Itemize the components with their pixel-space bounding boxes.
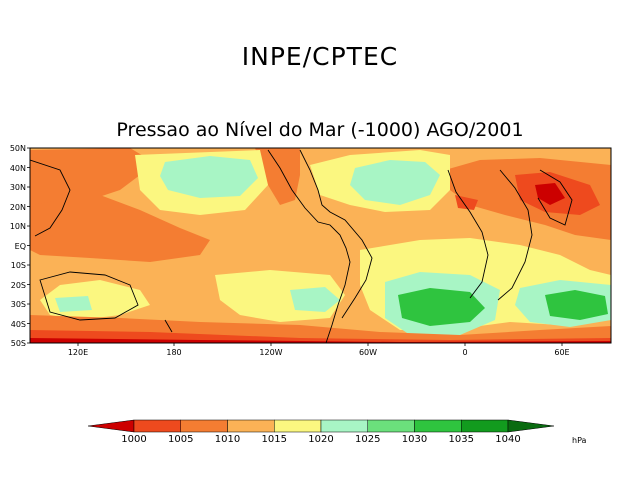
high-1020-south-pacific bbox=[290, 287, 340, 312]
lat-label-50s: 50S bbox=[11, 339, 26, 348]
coast-americas-west bbox=[267, 149, 351, 343]
colorbar-label-1000: 1000 bbox=[121, 434, 146, 445]
lat-label-40s: 40S bbox=[11, 320, 26, 329]
lon-label-60e: 60E bbox=[554, 348, 569, 357]
region-lt1000-india bbox=[535, 183, 565, 205]
lon-label-60w: 60W bbox=[359, 348, 377, 357]
coast-australia bbox=[39, 271, 139, 321]
coast-india bbox=[537, 169, 573, 226]
colorbar-label-1025: 1025 bbox=[355, 434, 380, 445]
lat-label-20n: 20N bbox=[10, 203, 26, 212]
colorbar-segment-1015-1020 bbox=[274, 419, 322, 433]
high-1020-north-pacific bbox=[160, 156, 258, 198]
lon-label-120w: 120W bbox=[259, 348, 282, 357]
colorbar-label-1005: 1005 bbox=[168, 434, 193, 445]
lat-label-50n: 50N bbox=[10, 144, 26, 153]
lon-label-120e: 120E bbox=[68, 348, 88, 357]
longitude-axis: 120E 180 120W 60W 0 60E bbox=[68, 343, 570, 357]
pressure-field bbox=[30, 148, 611, 343]
colorbar-label-1040: 1040 bbox=[495, 434, 520, 445]
lat-label-30n: 30N bbox=[10, 183, 26, 192]
lon-label-180: 180 bbox=[166, 348, 181, 357]
region-1005-north-america bbox=[255, 148, 300, 205]
colorbar-label-1020: 1020 bbox=[308, 434, 333, 445]
region-1005-pacific-west bbox=[30, 195, 210, 262]
lat-label-10n: 10N bbox=[10, 222, 26, 231]
map-title: Pressao ao Nível do Mar (-1000) AGO/2001 bbox=[116, 119, 524, 141]
coast-east-asia bbox=[30, 159, 71, 237]
colorbar-right-arrow bbox=[507, 419, 555, 433]
colorbar-label-1010: 1010 bbox=[215, 434, 240, 445]
colorbar-segment-1035-1040 bbox=[461, 419, 509, 433]
colorbar-segment-1000-1005 bbox=[133, 419, 181, 433]
coast-americas-east bbox=[299, 149, 373, 319]
colorbar-segment-1025-1030 bbox=[367, 419, 415, 433]
lon-label-0: 0 bbox=[462, 348, 467, 357]
colorbar-label-1035: 1035 bbox=[449, 434, 474, 445]
lat-label-30s: 30S bbox=[11, 300, 26, 309]
lat-label-40n: 40N bbox=[10, 164, 26, 173]
region-1005-asia bbox=[30, 148, 150, 210]
latitude-axis: 50N 40N 30N 20N 10N EQ 10S 20S 30S 40S 5… bbox=[10, 144, 30, 348]
coast-africa-west bbox=[447, 169, 489, 299]
lat-label-eq: EQ bbox=[15, 242, 26, 251]
colorbar: 1000 1005 1010 1015 1020 1025 1030 1035 … bbox=[87, 419, 587, 445]
coast-africa-east bbox=[497, 169, 533, 301]
coastlines bbox=[30, 149, 573, 343]
colorbar-unit: hPa bbox=[572, 436, 587, 445]
high-1025-south-atlantic bbox=[398, 288, 485, 326]
high-1025-indian bbox=[545, 290, 608, 320]
colorbar-segment-1005-1010 bbox=[180, 419, 228, 433]
colorbar-segment-1030-1035 bbox=[414, 419, 462, 433]
colorbar-segment-1020-1025 bbox=[320, 419, 368, 433]
colorbar-label-1030: 1030 bbox=[402, 434, 427, 445]
colorbar-segment-1010-1015 bbox=[227, 419, 275, 433]
lat-label-20s: 20S bbox=[11, 281, 26, 290]
colorbar-left-arrow bbox=[87, 419, 135, 433]
colorbar-label-1015: 1015 bbox=[262, 434, 287, 445]
band-lt1000-southern bbox=[30, 338, 611, 343]
coast-new-zealand bbox=[164, 319, 173, 333]
high-1020-azores bbox=[350, 160, 440, 205]
high-1020-australia bbox=[55, 296, 92, 312]
organization-title: INPE/CPTEC bbox=[241, 42, 399, 71]
lat-label-10s: 10S bbox=[11, 261, 26, 270]
